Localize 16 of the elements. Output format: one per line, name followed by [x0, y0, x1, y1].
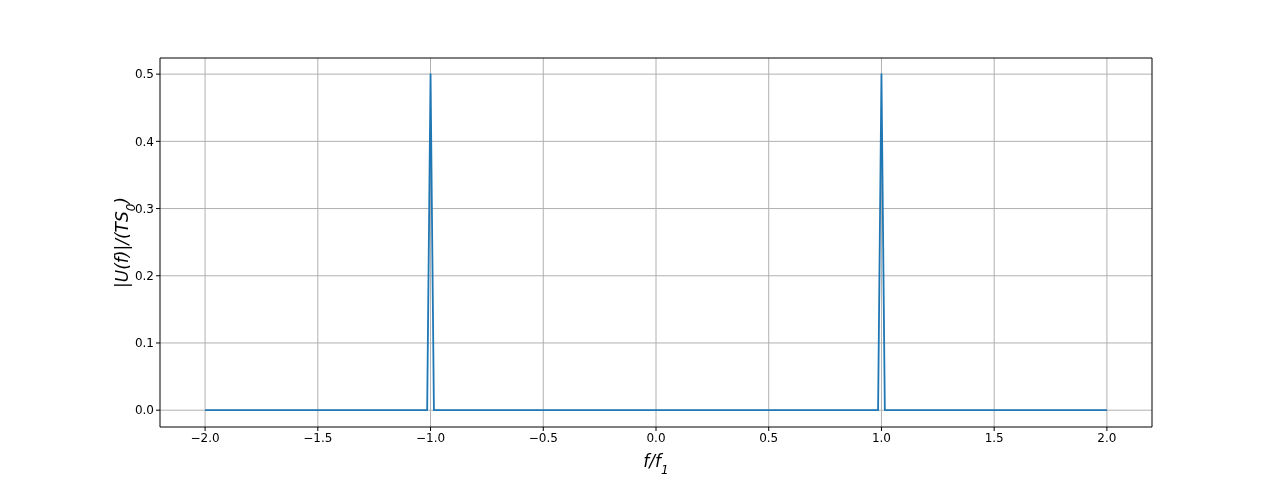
x-tick-label: 1.5 [984, 430, 1004, 445]
x-tick-label: 1.0 [871, 430, 891, 445]
x-tick-label: 0.5 [759, 430, 779, 445]
y-tick-label: 0.1 [134, 336, 154, 351]
x-tick-label: −2.0 [190, 430, 220, 445]
x-tick-label: −0.5 [528, 430, 558, 445]
y-tick-label: 0.0 [134, 403, 154, 418]
x-tick-label: −1.0 [415, 430, 446, 445]
y-tick-label: 0.5 [134, 67, 154, 82]
y-tick-label: 0.2 [134, 269, 154, 284]
x-axis-title: f/f$_{1}$ [643, 451, 669, 477]
y-tick-label: 0.3 [134, 201, 154, 216]
x-tick-label: 2.0 [1097, 430, 1117, 445]
x-tick-label: 0.0 [646, 430, 666, 445]
x-tick-label: −1.5 [303, 430, 333, 445]
y-tick-label: 0.4 [134, 134, 154, 149]
